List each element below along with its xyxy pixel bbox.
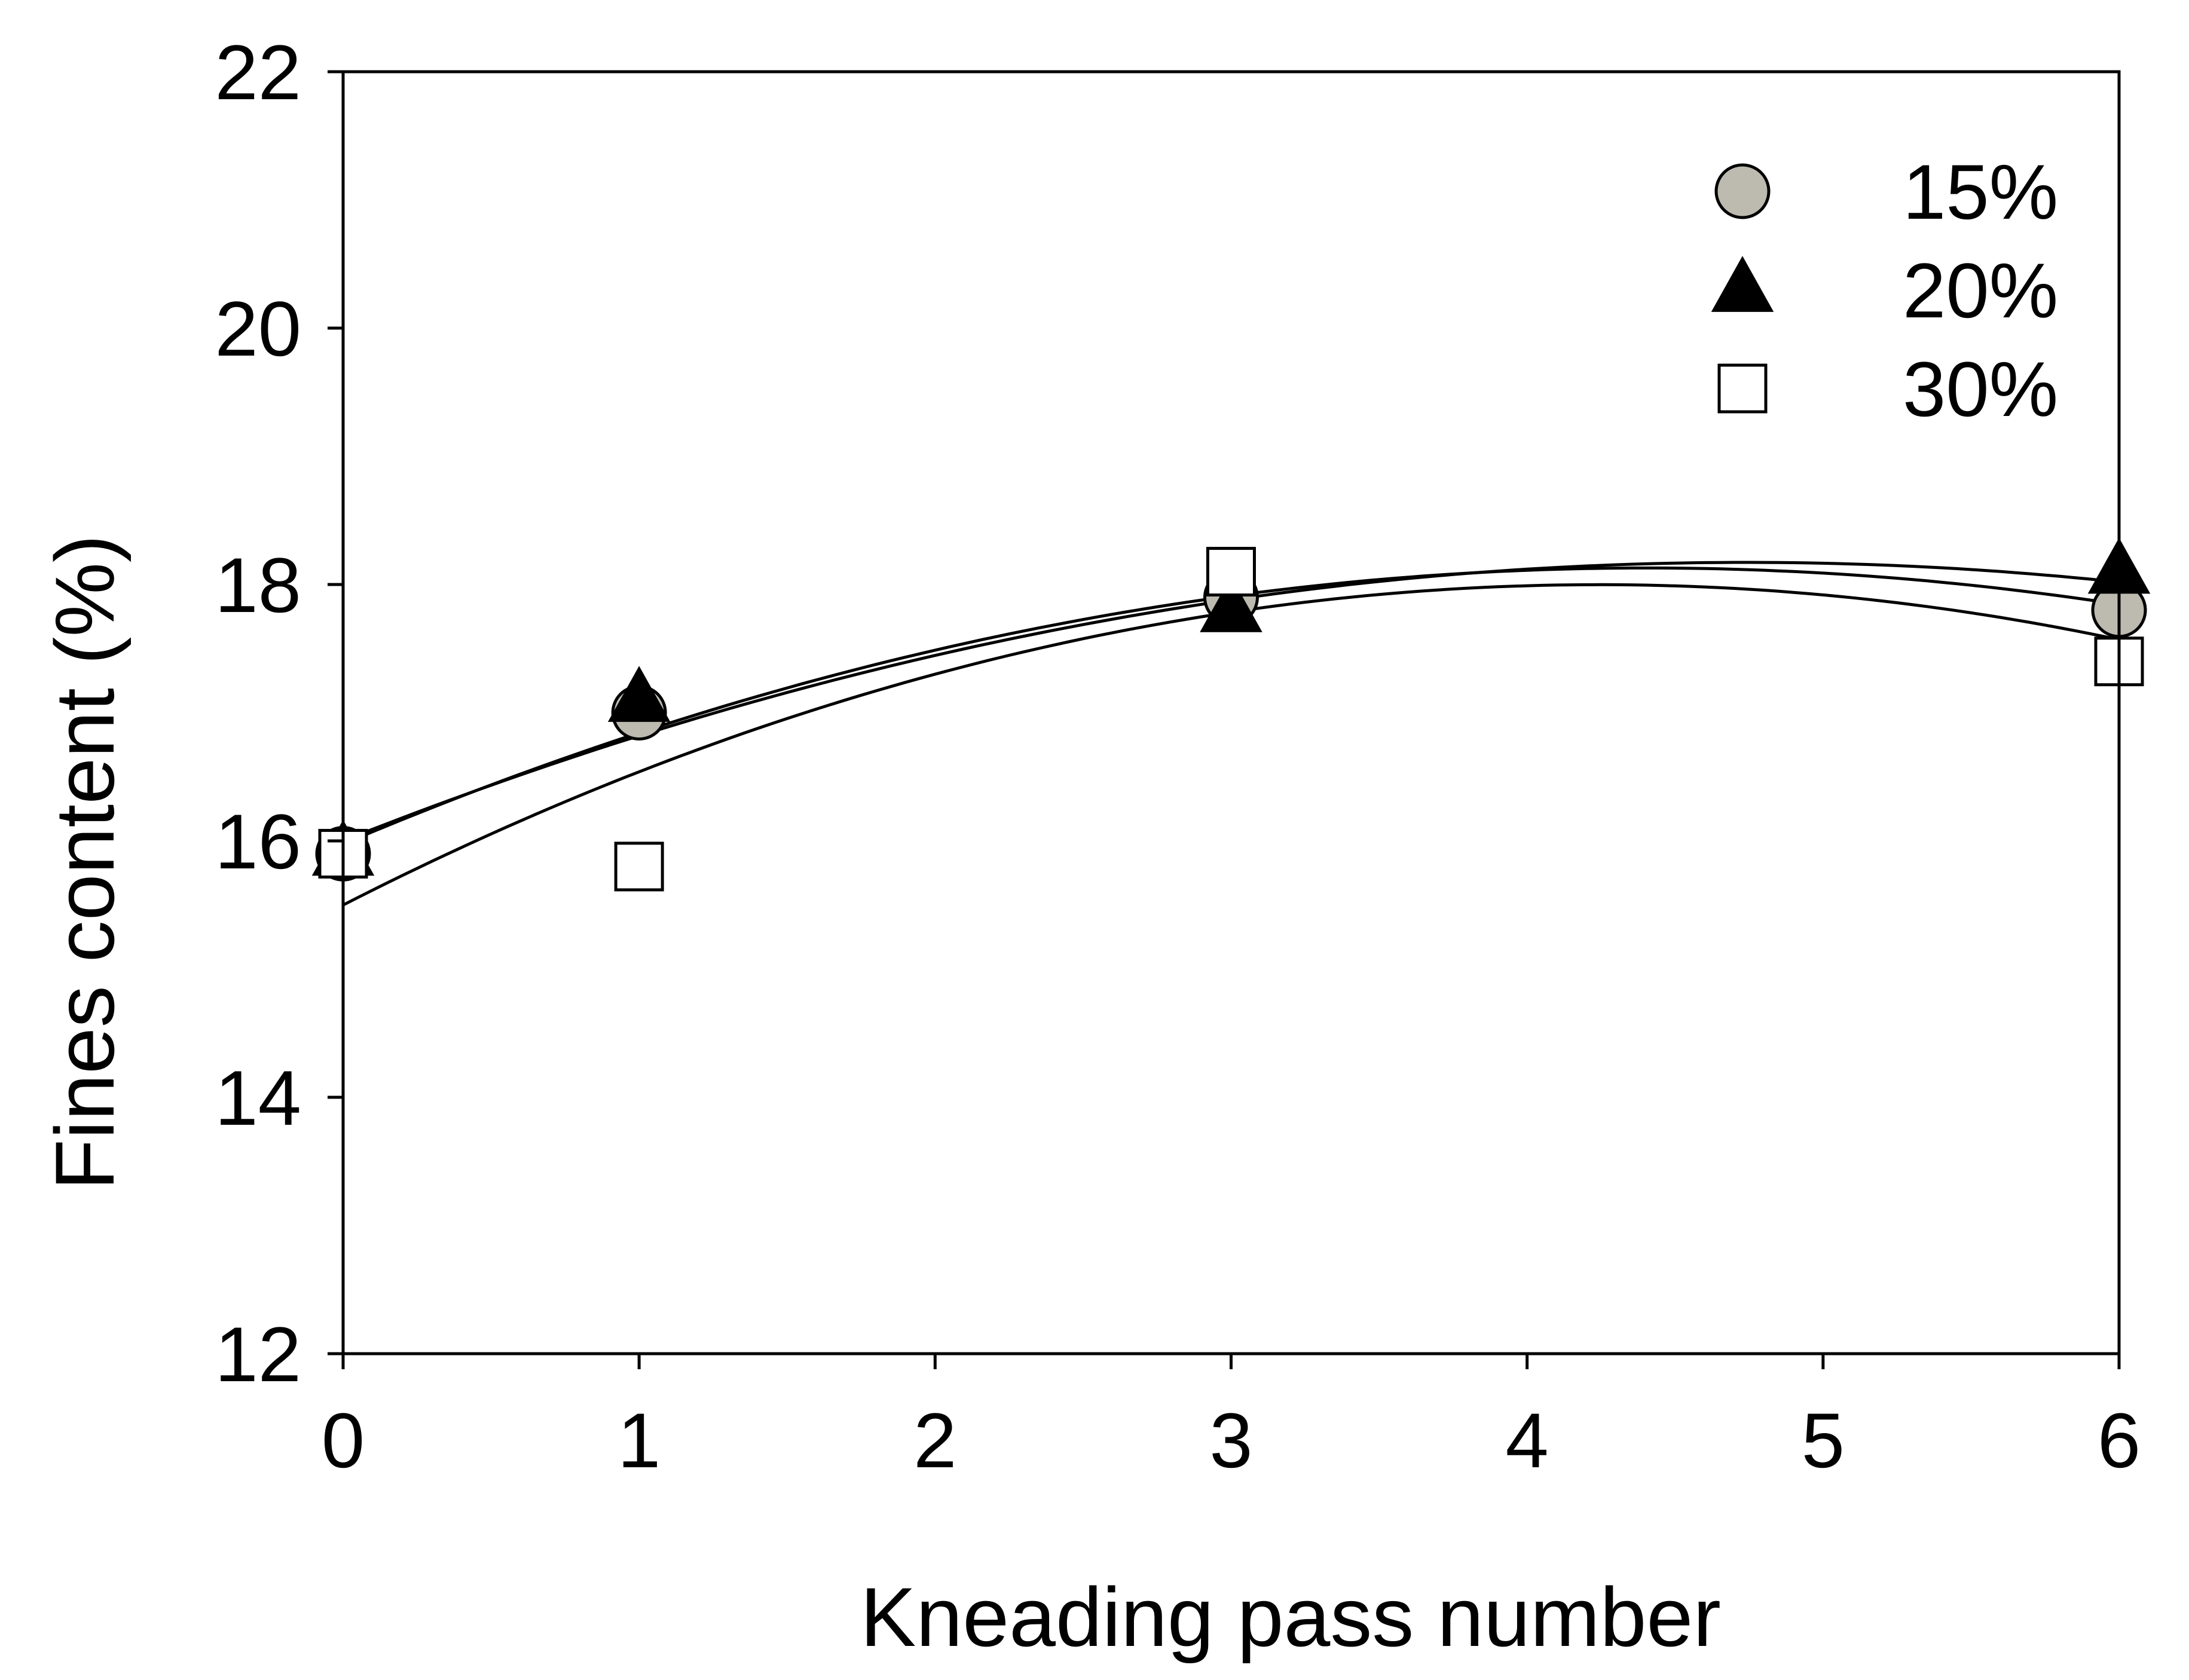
x-axis-title: Kneading pass number: [860, 1570, 1721, 1664]
legend-marker-30%: [1717, 363, 1768, 414]
y-axis-title: Fines content (%): [38, 534, 132, 1190]
data-point-30%: [614, 841, 664, 892]
y-tick-label: 14: [215, 1054, 301, 1142]
y-tick-label: 16: [215, 798, 301, 885]
x-tick-label: 4: [1506, 1397, 1549, 1484]
legend-marker-15%: [1714, 163, 1771, 219]
legend-label: 20%: [1903, 247, 2058, 334]
x-tick-label: 3: [1209, 1397, 1252, 1484]
y-tick-label: 12: [215, 1311, 301, 1398]
x-tick-label: 2: [913, 1397, 956, 1484]
y-tick-label: 20: [215, 285, 301, 372]
data-markers: [311, 537, 2151, 892]
axis-ticks: [328, 70, 2121, 1369]
data-point-20%: [607, 666, 671, 722]
x-tick-label: 1: [617, 1397, 661, 1484]
data-point-30%: [1206, 547, 1256, 597]
x-tick-label: 5: [1802, 1397, 1845, 1484]
legend-label: 15%: [1903, 148, 2058, 235]
x-tick-label: 0: [322, 1397, 365, 1484]
legend-marker-20%: [1711, 256, 1774, 312]
legend-label: 30%: [1903, 345, 2058, 433]
y-tick-label: 22: [215, 29, 301, 116]
data-point-20%: [1200, 576, 1262, 632]
y-tick-label: 18: [215, 541, 301, 629]
legend: 15% 20% 30%: [1711, 148, 2058, 433]
x-tick-label: 6: [2098, 1397, 2141, 1484]
